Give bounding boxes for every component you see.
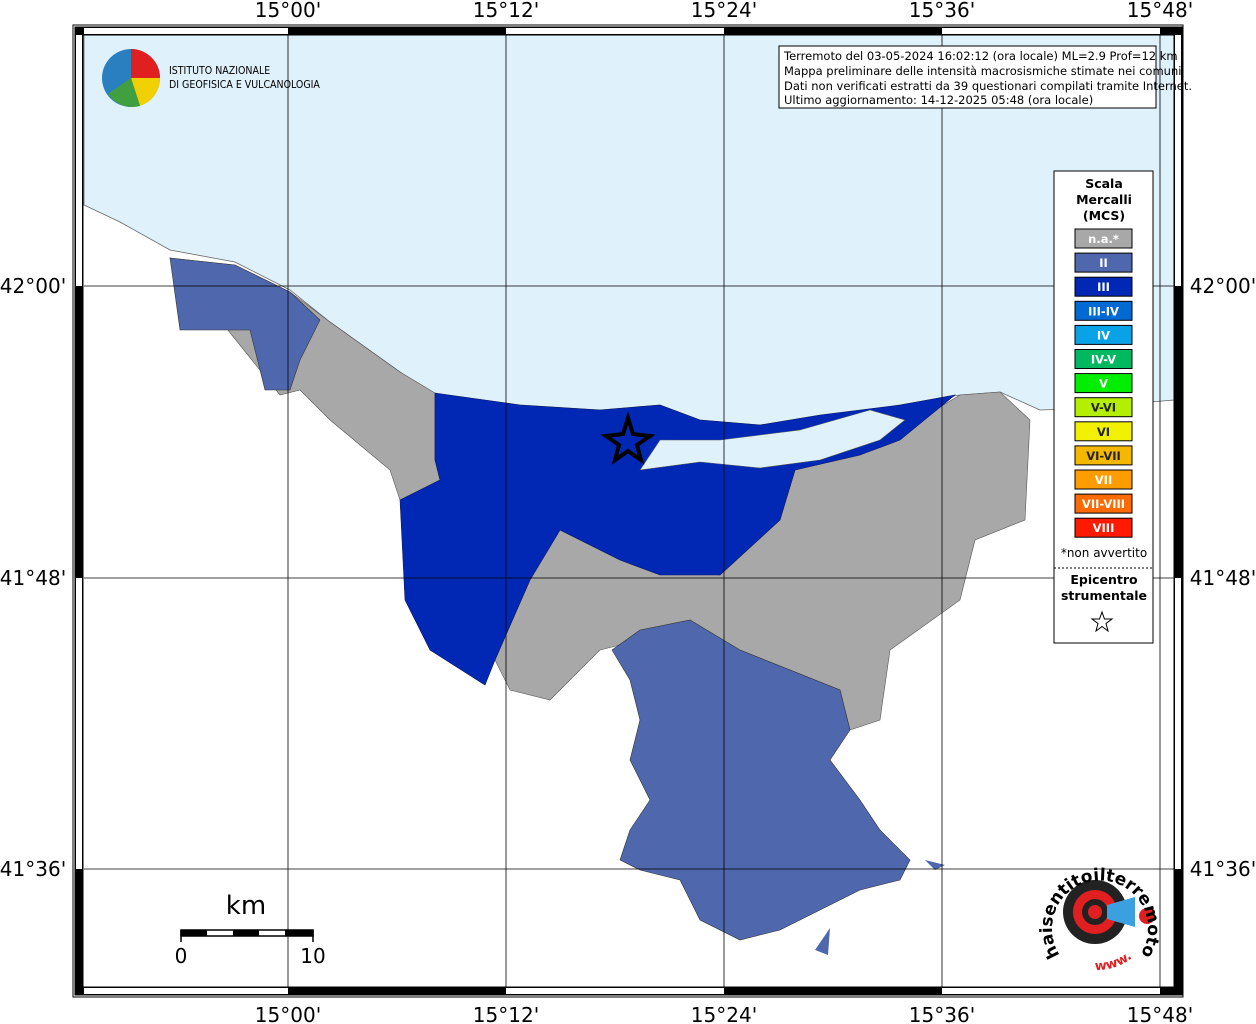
logo-text: DI GEOFISICA E VULCANOLOGIA [169,79,320,91]
legend-label: III [1097,280,1110,294]
lon-label: 15°24' [691,0,757,22]
legend-swatch [1074,397,1133,418]
scale-unit: km [226,891,266,921]
legend-label: VI-VII [1086,449,1121,463]
legend-label: V [1099,377,1108,391]
legend-title: Scala [1085,176,1123,191]
info-box: Terremoto del 03-05-2024 16:02:12 (ora l… [778,45,1192,109]
lon-label: 15°12' [473,1003,539,1024]
legend-swatch [1074,445,1133,466]
region-ii [611,619,911,941]
graticule [84,35,1174,987]
lon-label: 15°24' [691,1003,757,1024]
legend-swatch [1074,300,1133,321]
legend-swatch [1074,469,1133,490]
region-ii [815,860,945,955]
lat-label: 41°48' [0,566,66,590]
ingv-logo: ISTITUTO NAZIONALE DI GEOFISICA E VULCAN… [102,49,320,108]
legend-label: II [1099,256,1108,270]
scale-label: 10 [300,944,325,968]
scale-bar: km 0 10 [175,891,326,968]
lon-label: 15°36' [909,0,975,22]
legend-title: (MCS) [1083,208,1125,223]
lon-label: 15°12' [473,0,539,22]
legend-label: IV [1097,328,1110,342]
lon-label: 15°48' [1127,1003,1193,1024]
lat-label: 41°36' [1190,857,1256,881]
lat-label: 41°36' [0,857,66,881]
lat-label: 42°00' [0,274,66,298]
lon-label: 15°00' [255,0,321,22]
legend-swatch [1074,421,1133,442]
legend-note: *non avvertito [1061,546,1147,560]
legend-label: VII-VIII [1082,497,1125,511]
legend-label: V-VI [1091,401,1116,415]
legend-label: IV-V [1091,353,1116,367]
legend-swatch [1074,276,1133,297]
lagoon [639,409,906,471]
legend-star [1090,610,1114,633]
epicenter-star [600,411,656,465]
region-iii [399,392,957,686]
legend-swatch [1074,517,1133,538]
legend-epicenter: strumentale [1061,588,1147,603]
legend-swatch [1074,252,1133,273]
region-ii [169,257,321,391]
info-line: Terremoto del 03-05-2024 16:02:12 (ora l… [783,49,1178,63]
legend-swatch [1074,349,1133,369]
lon-label: 15°36' [909,1003,975,1024]
legend-swatch [1074,228,1133,249]
frame [72,24,1184,998]
info-line: Mappa preliminare delle intensità macros… [784,64,1181,78]
legend-label: VI [1097,425,1110,439]
logo-text: ISTITUTO NAZIONALE [169,65,270,77]
lat-label: 42°00' [1190,274,1256,298]
legend-title: Mercalli [1076,192,1132,207]
legend-label: n.a.* [1088,232,1119,246]
legend-swatch [1074,324,1133,345]
legend: Scala Mercalli (MCS) *non avvertito Epic… [1053,170,1154,644]
legend-label: III-IV [1088,304,1119,318]
lon-label: 15°48' [1127,0,1193,22]
info-line: Ultimo aggiornamento: 14-12-2025 05:48 (… [784,93,1093,107]
lon-label: 15°00' [255,1003,321,1024]
legend-swatch [1074,493,1133,514]
info-line: Dati non verificati estratti da 39 quest… [784,79,1192,93]
legend-label: VII [1095,473,1112,487]
lat-label: 41°48' [1190,566,1256,590]
legend-swatch [1074,373,1133,394]
legend-epicenter: Epicentro [1070,572,1138,587]
legend-label: VIII [1093,521,1115,535]
scale-label: 0 [175,944,188,968]
